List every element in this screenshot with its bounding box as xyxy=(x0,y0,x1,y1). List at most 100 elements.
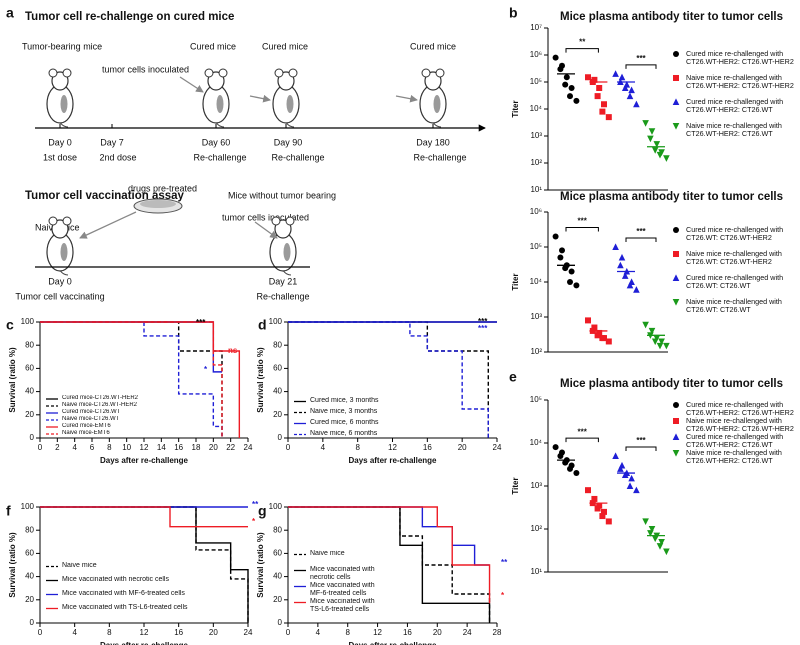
legend-entry: Cured mice re-challenged with CT26.WT-HE… xyxy=(686,50,794,67)
legend-label: Naive mice re-challenged with CT26.WT-HE… xyxy=(686,449,782,466)
legend-label: Cured mice re-challenged with CT26.WT-HE… xyxy=(686,98,784,115)
point xyxy=(601,508,607,515)
point xyxy=(573,97,580,104)
panel-label: e xyxy=(509,369,517,385)
point xyxy=(567,93,573,100)
legend-label: Cured mice, 6 months xyxy=(310,419,379,426)
x-tick-label: 20 xyxy=(458,443,467,452)
significance-label: * xyxy=(204,365,208,374)
x-tick-label: 20 xyxy=(209,628,218,637)
y-axis-title: Survival (ratio %) xyxy=(256,532,265,598)
y-tick-label: 80 xyxy=(273,525,282,534)
legend-entry: Naive mice re-challenged with CT26.WT-HE… xyxy=(686,74,794,90)
point xyxy=(559,247,565,254)
panel-label: f xyxy=(6,503,11,519)
point xyxy=(605,338,612,345)
y-tick-label: 0 xyxy=(278,618,283,627)
legend-entry: Cured mice, 3 months xyxy=(310,397,378,404)
legend-label: Cured mice re-challenged with CT26.WT-HE… xyxy=(686,50,794,67)
point xyxy=(617,465,624,472)
mouse-icon xyxy=(47,69,73,127)
point xyxy=(621,84,629,91)
legend-entry: Naive mice, 6 months xyxy=(310,430,377,437)
point xyxy=(568,84,575,91)
point xyxy=(672,274,680,281)
survival-line xyxy=(288,506,491,604)
panel-label: c xyxy=(6,317,14,333)
point xyxy=(647,530,654,537)
y-tick-label: 10² xyxy=(530,158,542,167)
point xyxy=(673,251,679,257)
point xyxy=(552,444,559,451)
x-tick-label: 10 xyxy=(122,443,131,452)
legend-label: Mice vaccinated with TS-L6-treated cells xyxy=(62,604,188,611)
legend-entry: Cured mice re-challenged with CT26.WT-HE… xyxy=(686,433,784,450)
node-label: Cured mice xyxy=(190,41,236,51)
point xyxy=(562,265,569,272)
legend-label: Cured mice re-challenged with CT26.WT-HE… xyxy=(686,401,794,418)
x-tick-label: 0 xyxy=(38,628,43,637)
node-label: Mice without tumor bearing xyxy=(228,190,336,200)
y-tick-label: 100 xyxy=(21,317,35,326)
y-tick-label: 20 xyxy=(273,410,282,419)
point xyxy=(672,123,680,130)
x-tick-label: 8 xyxy=(107,628,112,637)
point xyxy=(673,75,679,81)
point xyxy=(648,526,656,533)
y-tick-label: 100 xyxy=(21,502,35,511)
legend-entry: Cured mice-CT26.WT-HER2 xyxy=(62,395,138,401)
x-tick-label: 20 xyxy=(433,628,442,637)
significance-label: *** xyxy=(636,436,646,445)
x-tick-label: 8 xyxy=(345,628,350,637)
point xyxy=(651,535,659,543)
point xyxy=(672,299,680,306)
y-tick-label: 0 xyxy=(278,433,283,442)
point xyxy=(628,474,635,482)
timeline-ticks xyxy=(59,124,434,128)
panel-label: g xyxy=(258,503,267,519)
legend-entry: Cured mice-EMT6 xyxy=(62,423,111,429)
point xyxy=(601,101,607,108)
survival-line xyxy=(40,321,223,438)
legend-entry: Cured mice re-challenged with CT26.WT: C… xyxy=(686,226,783,242)
x-tick-label: 12 xyxy=(140,628,149,637)
time-label: Day 0 xyxy=(48,276,72,286)
point xyxy=(567,465,573,472)
point xyxy=(653,335,661,342)
arrow xyxy=(395,94,418,103)
point xyxy=(599,108,606,115)
significance-bracket xyxy=(565,437,599,443)
point xyxy=(552,54,559,61)
legend-entry: Mice vaccinated with TS-L6-treated cells xyxy=(62,604,188,611)
significance-label: ** xyxy=(252,500,259,509)
point xyxy=(596,84,603,91)
x-tick-label: 12 xyxy=(140,443,149,452)
y-axis-title: Survival (ratio %) xyxy=(256,347,265,413)
legend-label: Naive mice-CT26.WT xyxy=(62,416,120,422)
point xyxy=(633,286,640,293)
point xyxy=(642,120,649,127)
legend-entry: Mice vaccinated with MF-6-treated cells xyxy=(62,590,185,597)
point xyxy=(672,450,680,457)
point xyxy=(568,268,575,275)
x-tick-label: 24 xyxy=(244,443,253,452)
x-tick-label: 28 xyxy=(493,628,502,637)
significance-label: ns xyxy=(228,346,238,355)
point xyxy=(605,518,612,525)
node-label: tumor cells inoculated xyxy=(102,64,189,74)
legend-label: Naive mice-CT26.WT-HER2 xyxy=(62,402,138,408)
time-label: Day 90 xyxy=(274,137,303,147)
survival-line xyxy=(40,321,223,438)
arrow xyxy=(79,211,137,239)
legend-label: Cured mice re-challenged with CT26.WT-HE… xyxy=(686,433,784,450)
x-tick-label: 0 xyxy=(286,628,291,637)
legend-label: Naive mice re-challenged with CT26.WT-HE… xyxy=(686,122,782,139)
y-tick-label: 10⁷ xyxy=(530,23,542,32)
significance-bracket xyxy=(625,237,657,242)
arrow xyxy=(254,221,278,239)
panel-label: d xyxy=(258,317,267,333)
point xyxy=(633,100,640,108)
point xyxy=(621,272,629,279)
point xyxy=(642,518,649,526)
